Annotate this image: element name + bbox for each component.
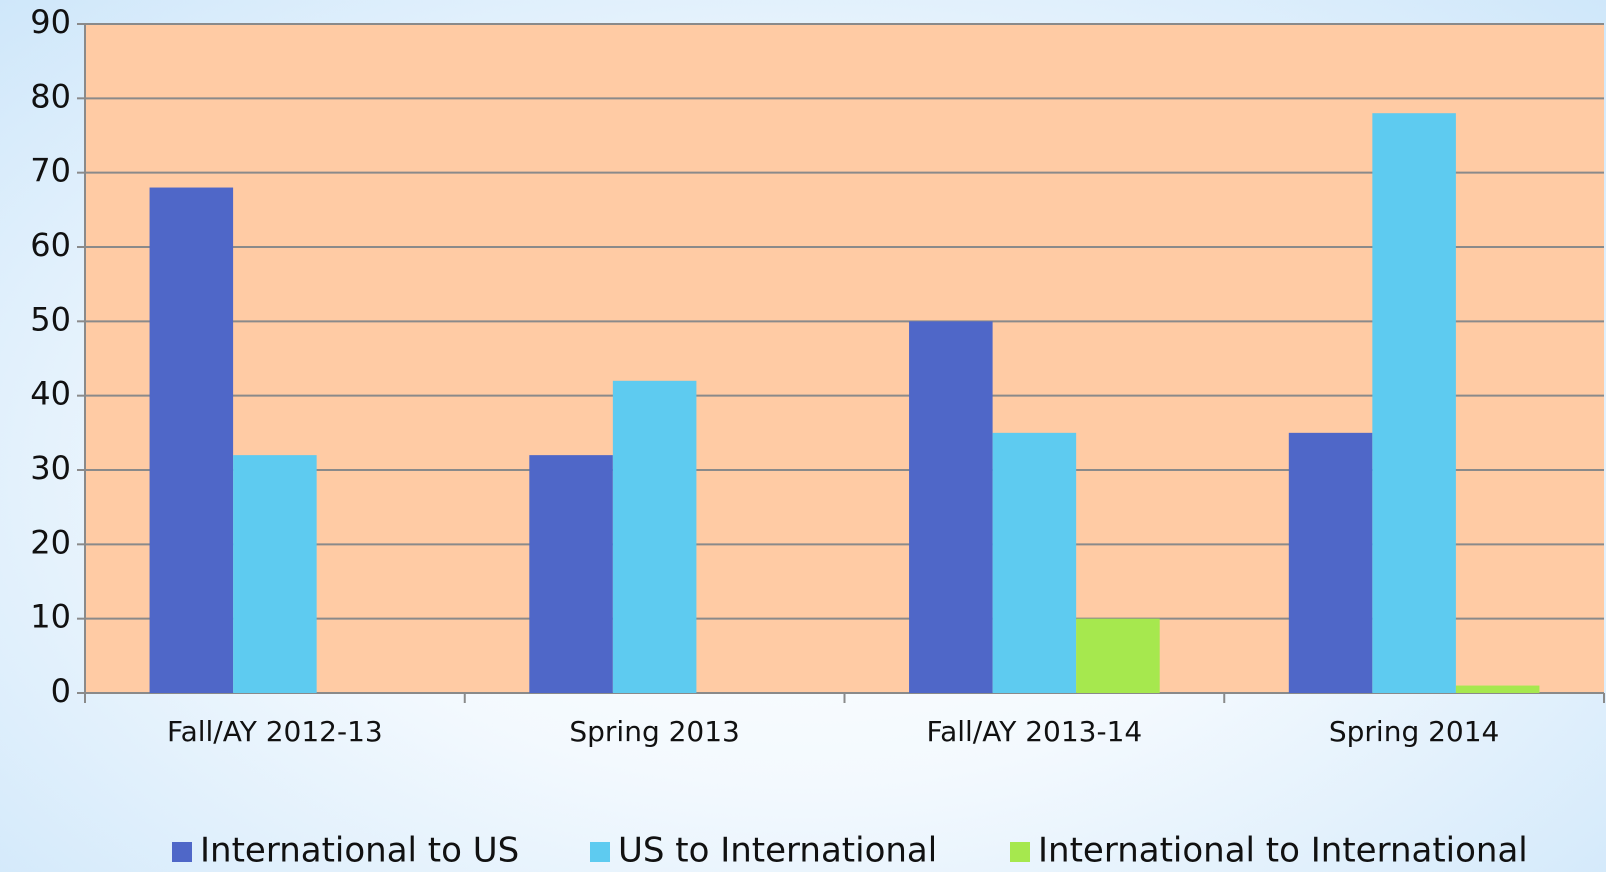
bar [529, 455, 613, 693]
bar [612, 380, 697, 693]
x-tick-label: Fall/AY 2013-14 [927, 715, 1143, 748]
legend-swatch [1010, 842, 1030, 862]
y-tick-label: 80 [30, 77, 71, 115]
legend-label: International to International [1038, 831, 1528, 871]
y-tick-label: 60 [30, 226, 71, 264]
bar [909, 321, 993, 693]
y-tick-label: 30 [30, 449, 71, 487]
bar [149, 187, 234, 694]
bar [1288, 432, 1373, 693]
bar [992, 432, 1077, 693]
y-tick-label: 40 [30, 375, 71, 413]
y-tick-label: 0 [51, 672, 71, 710]
x-tick-label: Spring 2014 [1329, 715, 1500, 748]
x-tick-label: Spring 2013 [569, 715, 740, 748]
bar [233, 455, 317, 693]
legend-swatch [590, 842, 610, 862]
bar [1455, 685, 1540, 693]
y-tick-label: 10 [30, 598, 71, 636]
y-tick-label: 50 [30, 300, 71, 338]
x-tick-label: Fall/AY 2012-13 [167, 715, 383, 748]
legend-label: US to International [618, 831, 937, 871]
legend-label: International to US [200, 831, 519, 871]
bar [1076, 618, 1160, 693]
bar [1372, 113, 1456, 693]
y-tick-label: 20 [30, 523, 71, 561]
y-tick-label: 90 [30, 3, 71, 41]
y-tick-label: 70 [30, 152, 71, 190]
legend-swatch [172, 842, 192, 862]
